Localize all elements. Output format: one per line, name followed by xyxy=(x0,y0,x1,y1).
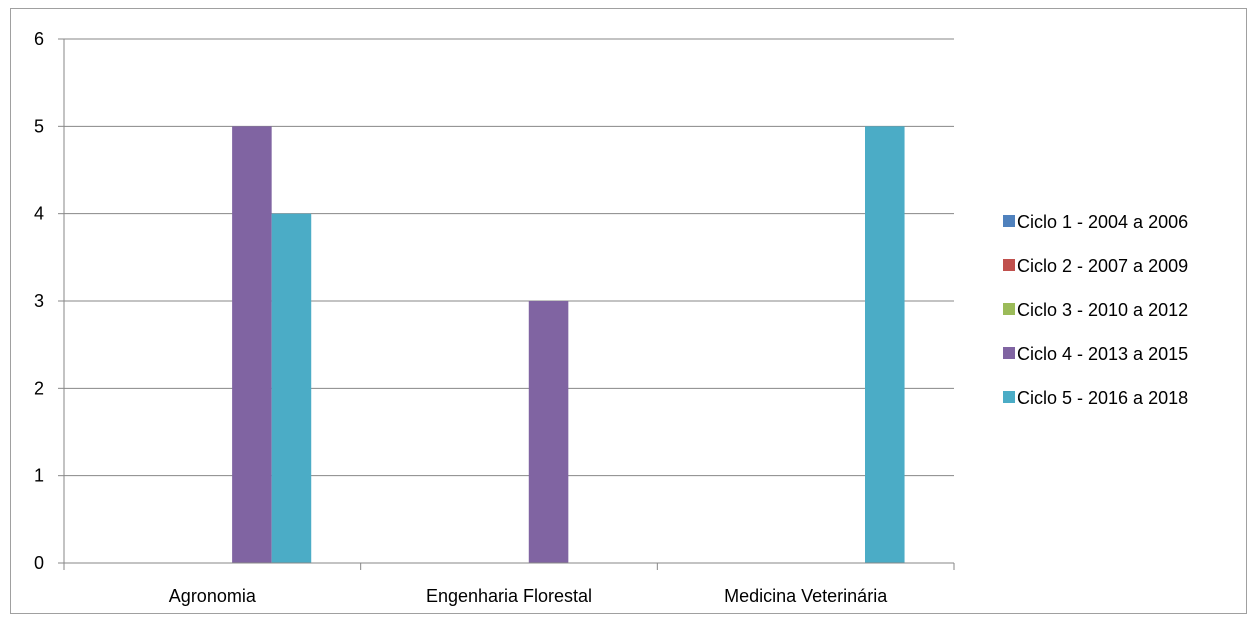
legend-label: Ciclo 5 - 2016 a 2018 xyxy=(1017,388,1188,408)
x-tick-label: Agronomia xyxy=(169,586,257,606)
legend: Ciclo 1 - 2004 a 2006 Ciclo 2 - 2007 a 20… xyxy=(1003,212,1188,408)
y-tick-label: 6 xyxy=(34,29,44,49)
x-tick-labels: Agronomia Engenharia Florestal Medicina Ve… xyxy=(169,586,888,606)
y-tick-label: 2 xyxy=(34,378,44,398)
bars xyxy=(232,126,905,563)
legend-item: Ciclo 4 - 2013 a 2015 xyxy=(1003,344,1188,364)
y-tick-label: 1 xyxy=(34,466,44,486)
legend-label: Ciclo 1 - 2004 a 2006 xyxy=(1017,212,1188,232)
legend-swatch xyxy=(1003,303,1015,315)
legend-swatch xyxy=(1003,259,1015,271)
legend-swatch xyxy=(1003,215,1015,227)
legend-swatch xyxy=(1003,347,1015,359)
chart-frame xyxy=(10,8,1247,614)
legend-item: Ciclo 1 - 2004 a 2006 xyxy=(1003,212,1188,232)
x-tick-label: Engenharia Florestal xyxy=(426,586,592,606)
legend-label: Ciclo 4 - 2013 a 2015 xyxy=(1017,344,1188,364)
axes xyxy=(58,38,955,570)
x-tick-label: Medicina Veterinária xyxy=(724,586,888,606)
y-tick-label: 3 xyxy=(34,291,44,311)
y-tick-label: 4 xyxy=(34,204,44,224)
bar xyxy=(528,301,569,563)
legend-label: Ciclo 2 - 2007 a 2009 xyxy=(1017,256,1188,276)
legend-swatch xyxy=(1003,391,1015,403)
legend-item: Ciclo 2 - 2007 a 2009 xyxy=(1003,256,1188,276)
y-tick-label: 0 xyxy=(34,553,44,573)
y-tick-labels: 0 1 2 3 4 5 6 xyxy=(34,29,44,573)
bar xyxy=(271,213,312,563)
legend-item: Ciclo 5 - 2016 a 2018 xyxy=(1003,388,1188,408)
legend-item: Ciclo 3 - 2010 a 2012 xyxy=(1003,300,1188,320)
bar xyxy=(232,126,272,563)
y-tick-label: 5 xyxy=(34,116,44,136)
legend-label: Ciclo 3 - 2010 a 2012 xyxy=(1017,300,1188,320)
gridlines xyxy=(64,38,954,477)
bar xyxy=(865,126,905,563)
